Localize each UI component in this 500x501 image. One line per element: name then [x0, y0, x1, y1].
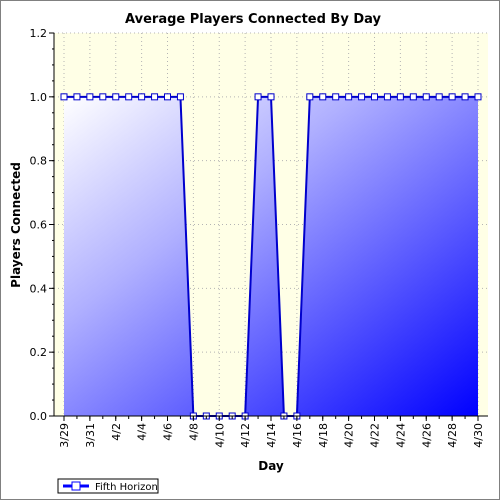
- data-point: [383, 93, 391, 101]
- y-tick-label: 0.6: [30, 219, 48, 232]
- data-point: [60, 93, 68, 101]
- x-tick-label: 4/18: [317, 423, 330, 448]
- x-tick-label: 4/30: [472, 423, 485, 448]
- data-point: [345, 93, 353, 101]
- x-tick-label: 4/10: [213, 423, 226, 448]
- series-area: [64, 96, 478, 416]
- data-point: [332, 93, 340, 101]
- data-point: [319, 93, 327, 101]
- y-tick-label: 1.2: [30, 27, 48, 40]
- y-tick-label: 0.4: [30, 282, 48, 295]
- x-tick-label: 4/20: [343, 423, 356, 448]
- data-point: [267, 93, 275, 101]
- data-point: [86, 93, 94, 101]
- data-point: [358, 93, 366, 101]
- x-tick-label: 4/26: [420, 423, 433, 448]
- legend-marker-icon: [71, 481, 81, 491]
- y-tick-label: 0.0: [30, 410, 48, 423]
- data-point: [396, 93, 404, 101]
- x-tick-label: 4/4: [136, 423, 149, 441]
- x-axis-title: Day: [258, 459, 284, 473]
- data-point: [73, 93, 81, 101]
- legend-box: [57, 478, 159, 494]
- data-point: [125, 93, 133, 101]
- y-tick-label: 1.0: [30, 91, 48, 104]
- x-tick-label: 4/6: [162, 423, 175, 441]
- data-point: [474, 93, 482, 101]
- x-tick-label: 4/14: [265, 423, 278, 448]
- x-tick-label: 4/24: [394, 423, 407, 448]
- y-tick-label: 0.8: [30, 155, 48, 168]
- y-tick-label: 0.2: [30, 346, 48, 359]
- data-point: [306, 93, 314, 101]
- data-point: [138, 93, 146, 101]
- data-point: [254, 93, 262, 101]
- data-point: [151, 93, 159, 101]
- data-point: [164, 93, 171, 101]
- data-point: [176, 93, 184, 101]
- x-tick-label: 4/28: [446, 423, 459, 448]
- x-tick-label: 4/12: [239, 423, 252, 448]
- data-point: [461, 93, 469, 101]
- plot-area: 0.0 0.2 0.4 0.6 0.8 1.0 1.2 3/29 3/31 4/2 4/4 4/6 4/…: [30, 27, 488, 448]
- x-tick-label: 4/16: [291, 423, 304, 448]
- data-point: [448, 93, 456, 101]
- data-point: [422, 93, 430, 101]
- x-tick-label: 4/22: [369, 423, 382, 448]
- legend-label: Fifth Horizon: [95, 482, 158, 493]
- y-axis-title: Players Connected: [9, 162, 23, 288]
- data-point: [99, 93, 107, 101]
- data-point: [112, 93, 120, 101]
- data-point: [371, 93, 378, 101]
- x-tick-label: 4/8: [187, 423, 200, 441]
- legend: Fifth Horizon: [57, 478, 159, 494]
- chart-title: Average Players Connected By Day: [125, 12, 381, 27]
- data-point: [409, 93, 417, 101]
- x-tick-label: 3/29: [58, 423, 71, 448]
- data-point: [435, 93, 443, 101]
- x-tick-label: 4/2: [110, 423, 123, 441]
- x-tick-label: 3/31: [84, 423, 97, 448]
